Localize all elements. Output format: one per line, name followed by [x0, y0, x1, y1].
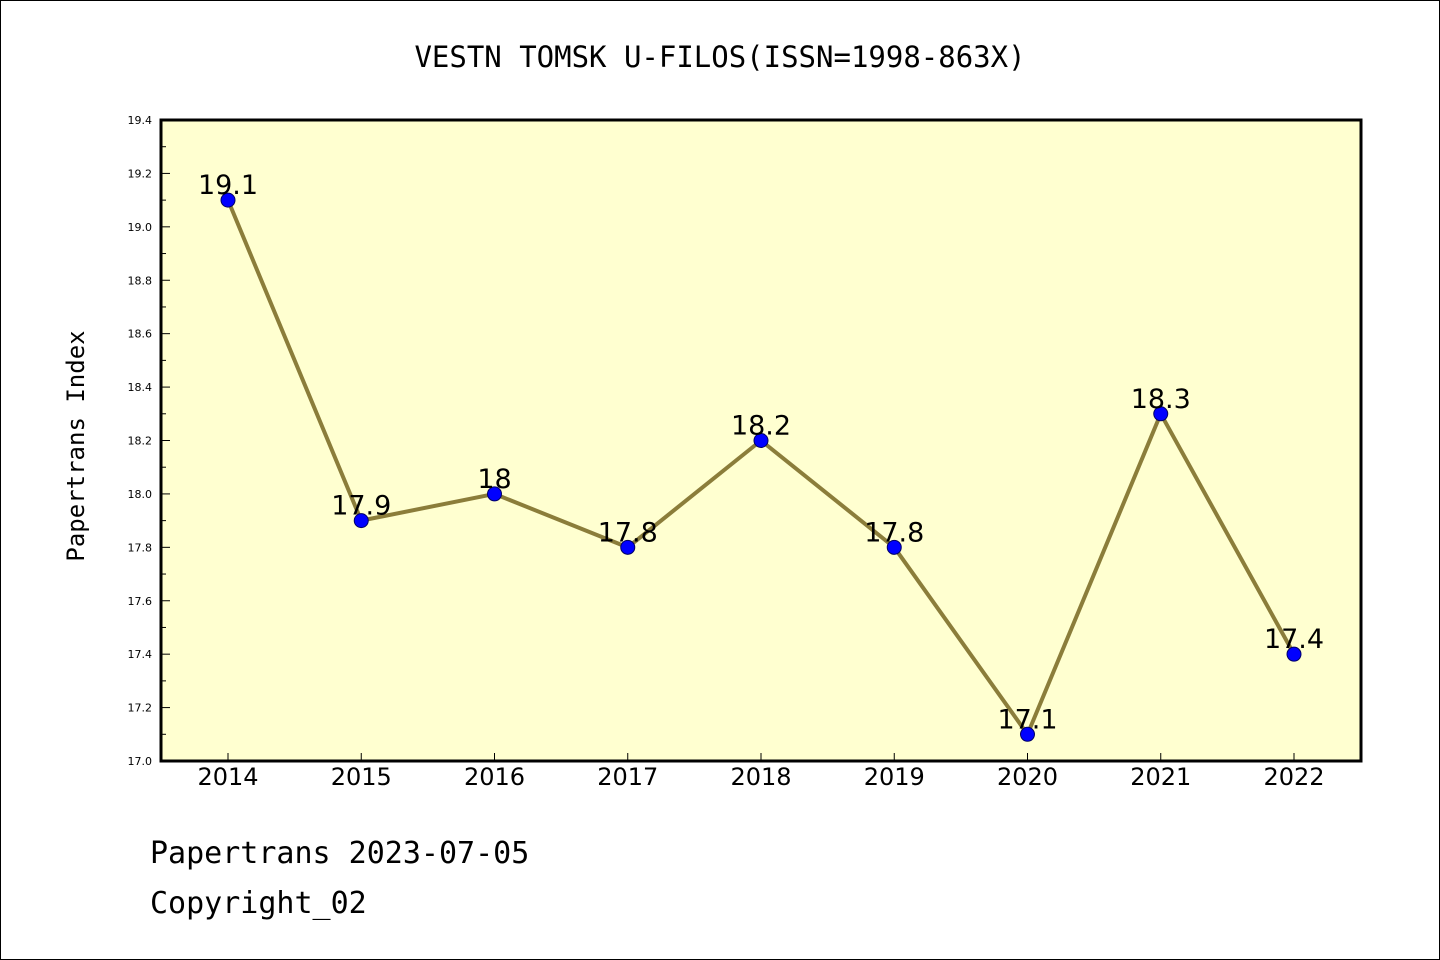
data-label: 17.8	[864, 517, 924, 548]
data-point	[753, 433, 769, 448]
y-axis-label: Papertrans Index	[62, 330, 90, 561]
footer-copyright: Copyright_02	[150, 886, 367, 921]
y-tick-label: 18.6	[128, 328, 153, 341]
y-tick-label: 19.4	[128, 114, 153, 127]
axis-ticks: 17.0 17.2 17.4 17.6 17.8 18.0 18.2 18.4 18.6 18.8…	[128, 114, 1325, 791]
y-tick-label: 17.6	[128, 595, 153, 608]
data-point	[353, 513, 369, 529]
data-point	[886, 539, 902, 555]
y-tick-label: 17.4	[128, 648, 153, 661]
data-label: 18	[477, 464, 511, 495]
data-labels: 19.1 17.9 18 17.8 18.2 17.8 17.1 18.3 17.4	[198, 170, 1324, 735]
x-tick-label: 2017	[597, 763, 658, 791]
data-point	[1153, 406, 1169, 422]
y-tick-label: 17.2	[128, 702, 153, 715]
data-point	[620, 539, 636, 555]
x-tick-label: 2015	[331, 763, 392, 791]
x-tick-label: 2016	[464, 763, 525, 791]
y-tick-label: 19.0	[128, 221, 153, 234]
x-tick-label: 2014	[197, 763, 258, 791]
data-label: 17.4	[1264, 624, 1324, 655]
x-tick-label: 2022	[1263, 763, 1324, 791]
data-label: 18.2	[731, 411, 791, 442]
y-tick-label: 17.8	[128, 541, 153, 554]
data-label: 17.1	[997, 704, 1057, 735]
footer-source-date: Papertrans 2023-07-05	[150, 836, 530, 871]
y-tick-label: 18.8	[128, 274, 153, 287]
data-label: 17.8	[598, 517, 658, 548]
chart-title: VESTN TOMSK U-FILOS(ISSN=1998-863X)	[414, 40, 1025, 74]
data-point	[220, 192, 236, 208]
x-tick-label: 2018	[730, 763, 791, 791]
y-tick-label: 19.2	[128, 167, 153, 180]
y-tick-label: 18.0	[128, 488, 153, 501]
data-point	[487, 486, 502, 502]
data-point	[1286, 646, 1302, 662]
y-tick-label: 18.4	[128, 381, 153, 394]
data-point	[1020, 726, 1035, 742]
y-tick-label: 18.2	[128, 435, 153, 448]
data-label: 17.9	[331, 491, 391, 522]
data-label: 18.3	[1131, 384, 1191, 415]
x-tick-label: 2020	[997, 763, 1058, 791]
data-markers	[220, 192, 1302, 742]
x-tick-label: 2021	[1130, 763, 1191, 791]
y-tick-label: 17.0	[128, 755, 153, 768]
x-tick-label: 2019	[864, 763, 925, 791]
data-label: 19.1	[198, 170, 258, 201]
